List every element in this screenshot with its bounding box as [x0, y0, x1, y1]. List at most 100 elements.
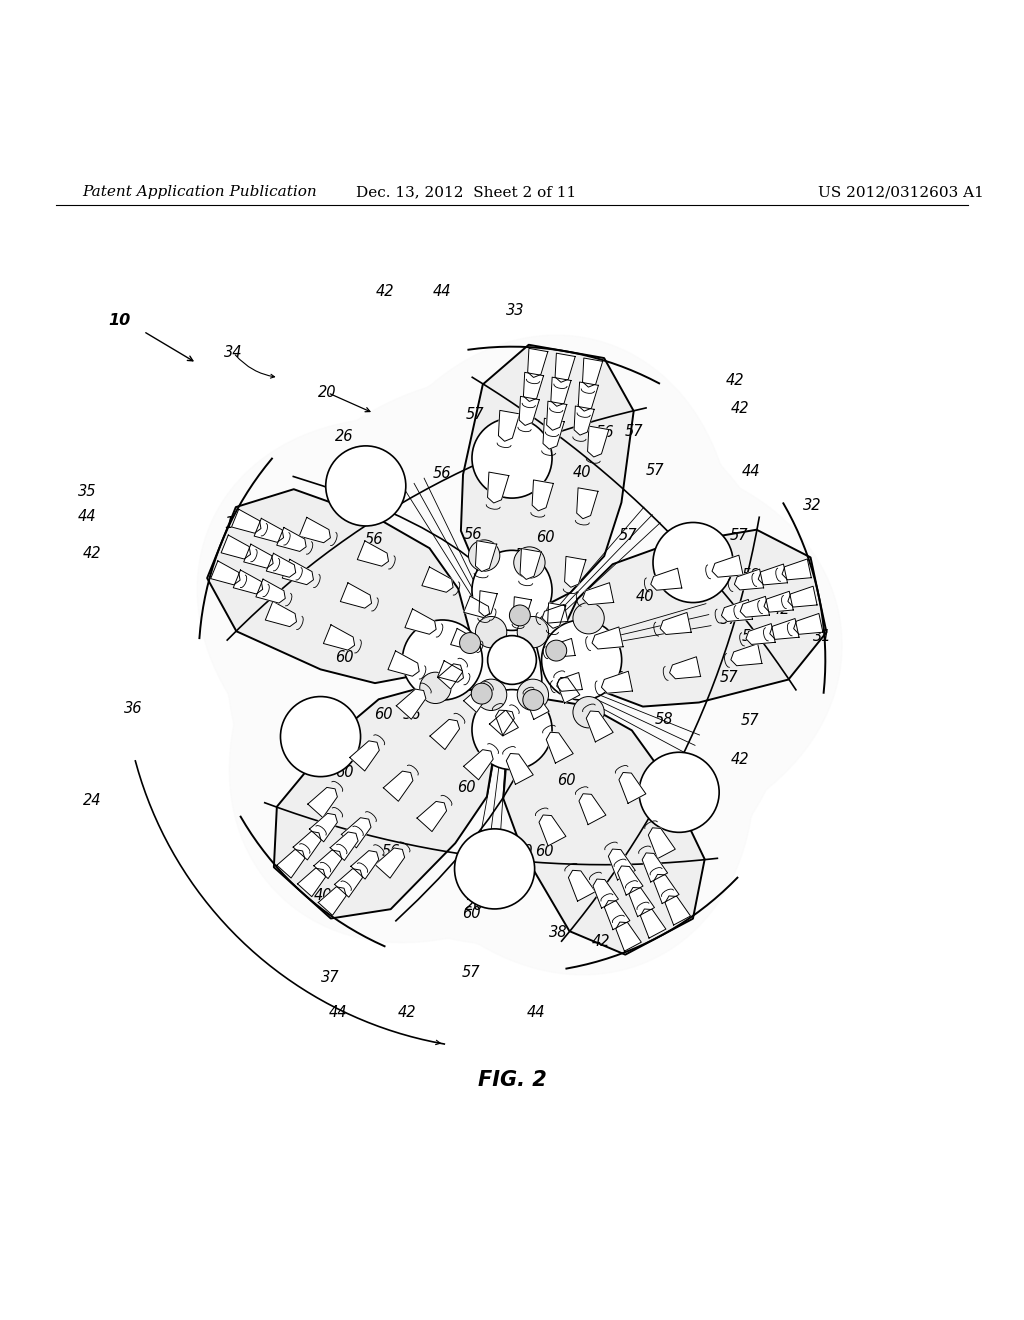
- Polygon shape: [211, 561, 240, 585]
- Polygon shape: [758, 564, 787, 585]
- Polygon shape: [557, 677, 580, 704]
- Polygon shape: [404, 609, 436, 634]
- Text: 40: 40: [636, 589, 654, 605]
- Text: 26: 26: [465, 898, 483, 913]
- Circle shape: [639, 752, 719, 833]
- Text: 57: 57: [618, 528, 637, 543]
- Polygon shape: [660, 612, 691, 635]
- Text: 60: 60: [537, 529, 555, 545]
- Polygon shape: [464, 750, 494, 780]
- Polygon shape: [350, 741, 379, 771]
- Text: 57: 57: [462, 965, 480, 979]
- Polygon shape: [564, 557, 586, 587]
- Polygon shape: [650, 568, 682, 590]
- Polygon shape: [479, 591, 498, 616]
- Text: 56: 56: [382, 843, 400, 859]
- Polygon shape: [546, 733, 573, 763]
- Polygon shape: [520, 549, 542, 579]
- Text: 38: 38: [549, 925, 567, 940]
- Polygon shape: [487, 473, 509, 503]
- Text: 33: 33: [506, 304, 524, 318]
- Polygon shape: [256, 579, 286, 603]
- Circle shape: [523, 689, 544, 710]
- Circle shape: [517, 616, 549, 648]
- Polygon shape: [642, 853, 668, 882]
- Polygon shape: [547, 401, 566, 430]
- Polygon shape: [383, 771, 413, 801]
- Polygon shape: [335, 869, 362, 898]
- Polygon shape: [464, 597, 489, 618]
- Text: 56: 56: [433, 466, 452, 480]
- Text: 42: 42: [397, 1005, 416, 1020]
- Text: 60: 60: [557, 774, 575, 788]
- Text: 60: 60: [473, 711, 492, 726]
- Polygon shape: [618, 772, 646, 804]
- Polygon shape: [665, 896, 690, 925]
- Polygon shape: [430, 719, 460, 750]
- Polygon shape: [553, 529, 826, 706]
- Circle shape: [455, 829, 535, 909]
- Polygon shape: [670, 657, 700, 678]
- Polygon shape: [579, 381, 598, 411]
- Text: 57: 57: [720, 671, 738, 685]
- Polygon shape: [770, 619, 799, 639]
- Polygon shape: [557, 672, 583, 692]
- Text: 26: 26: [335, 429, 353, 445]
- Polygon shape: [601, 672, 633, 693]
- Polygon shape: [388, 651, 419, 676]
- Circle shape: [402, 620, 482, 700]
- Text: 10: 10: [109, 313, 131, 327]
- Text: 24: 24: [83, 793, 101, 808]
- Circle shape: [542, 620, 622, 700]
- Polygon shape: [276, 850, 305, 878]
- Text: 60: 60: [457, 780, 475, 796]
- Polygon shape: [653, 874, 679, 903]
- Polygon shape: [527, 348, 548, 378]
- Polygon shape: [782, 558, 811, 579]
- Polygon shape: [396, 689, 426, 719]
- Text: 42: 42: [731, 752, 750, 767]
- Circle shape: [472, 689, 552, 770]
- Polygon shape: [640, 909, 666, 939]
- Polygon shape: [593, 879, 618, 908]
- Polygon shape: [244, 544, 273, 568]
- Text: 31: 31: [813, 628, 831, 644]
- Text: 57: 57: [625, 424, 643, 440]
- Text: 18: 18: [224, 516, 243, 532]
- Text: 44: 44: [329, 1005, 347, 1020]
- Polygon shape: [543, 605, 568, 623]
- Polygon shape: [513, 597, 531, 622]
- Polygon shape: [519, 396, 540, 425]
- Polygon shape: [548, 603, 565, 628]
- Text: 40: 40: [572, 465, 591, 480]
- Polygon shape: [207, 490, 473, 684]
- Polygon shape: [293, 832, 322, 859]
- Text: 58: 58: [654, 711, 673, 727]
- Polygon shape: [523, 372, 544, 401]
- Text: 56: 56: [596, 425, 614, 440]
- Polygon shape: [526, 694, 549, 719]
- Polygon shape: [351, 850, 379, 879]
- Polygon shape: [629, 887, 654, 916]
- Text: 42: 42: [83, 546, 101, 561]
- Circle shape: [509, 605, 530, 626]
- Text: 42: 42: [726, 374, 744, 388]
- Polygon shape: [568, 870, 595, 902]
- Polygon shape: [740, 597, 769, 618]
- Polygon shape: [489, 710, 514, 735]
- Text: 60: 60: [335, 766, 353, 780]
- Circle shape: [546, 640, 566, 661]
- Text: 40: 40: [313, 888, 332, 903]
- Polygon shape: [340, 583, 372, 609]
- Text: 56: 56: [365, 532, 383, 546]
- Text: 36: 36: [124, 701, 142, 715]
- Polygon shape: [422, 566, 453, 593]
- Circle shape: [281, 697, 360, 776]
- Polygon shape: [722, 599, 753, 622]
- Polygon shape: [330, 832, 358, 861]
- Text: 60: 60: [536, 843, 554, 859]
- Text: Patent Application Publication: Patent Application Publication: [82, 185, 316, 199]
- Text: 60: 60: [374, 706, 392, 722]
- Text: 60: 60: [335, 651, 353, 665]
- Text: 57: 57: [730, 528, 749, 543]
